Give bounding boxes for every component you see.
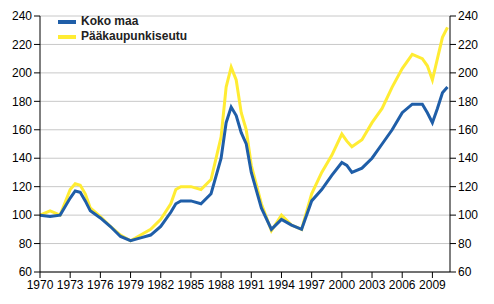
svg-text:1991: 1991 [238,278,265,292]
svg-text:1979: 1979 [117,278,144,292]
svg-text:240: 240 [12,9,32,23]
svg-text:200: 200 [458,66,478,80]
svg-text:100: 100 [12,208,32,222]
html-text:Pääkaupunkiseutu: Pääkaupunkiseutu [81,29,187,43]
svg-text:160: 160 [458,123,478,137]
svg-text:120: 120 [458,180,478,194]
svg-text:220: 220 [12,38,32,52]
svg-text:180: 180 [12,95,32,109]
svg-text:200: 200 [12,66,32,80]
svg-text:1982: 1982 [147,278,174,292]
svg-text:2003: 2003 [359,278,386,292]
svg-text:80: 80 [19,237,33,251]
svg-text:2009: 2009 [419,278,446,292]
svg-text:1997: 1997 [298,278,325,292]
svg-text:160: 160 [12,123,32,137]
svg-text:1976: 1976 [87,278,114,292]
svg-text:1985: 1985 [178,278,205,292]
svg-text:60: 60 [19,265,33,279]
svg-text:240: 240 [458,9,478,23]
svg-text:1970: 1970 [27,278,54,292]
html-text:Koko maa: Koko maa [81,14,139,28]
svg-text:140: 140 [458,151,478,165]
svg-text:100: 100 [458,208,478,222]
svg-text:180: 180 [458,95,478,109]
svg-text:220: 220 [458,38,478,52]
svg-text:140: 140 [12,151,32,165]
svg-text:2000: 2000 [328,278,355,292]
svg-text:1988: 1988 [208,278,235,292]
svg-text:120: 120 [12,180,32,194]
svg-text:1994: 1994 [268,278,295,292]
svg-text:60: 60 [458,265,472,279]
svg-text:80: 80 [458,237,472,251]
svg-text:1973: 1973 [57,278,84,292]
svg-text:2006: 2006 [389,278,416,292]
